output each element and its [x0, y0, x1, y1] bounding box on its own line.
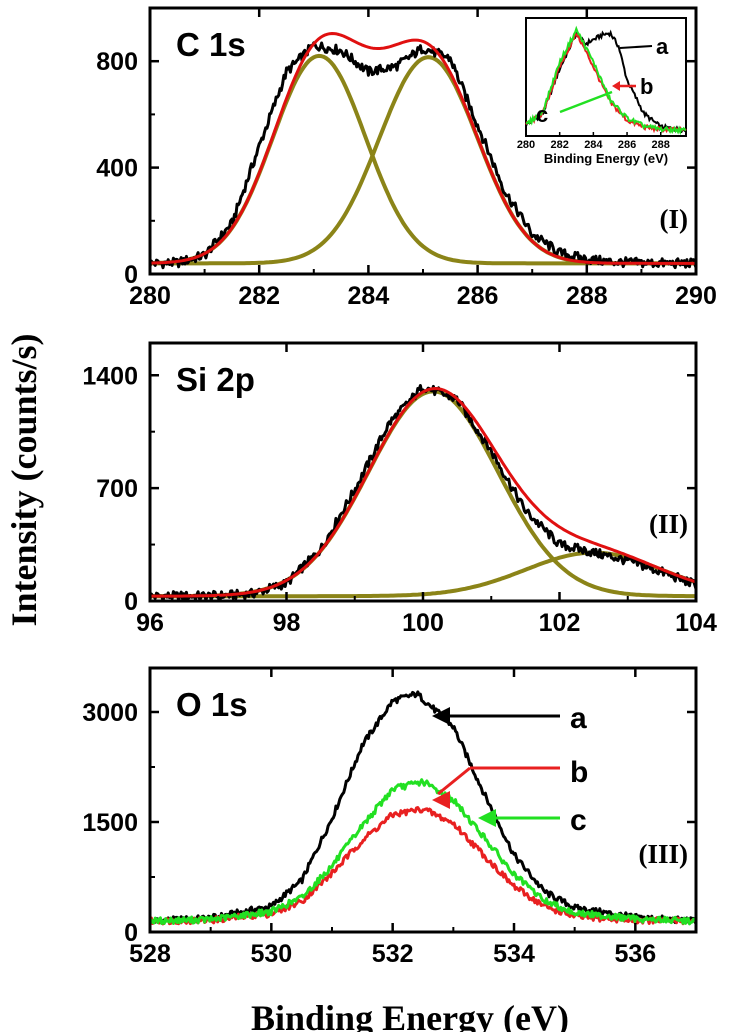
x-axis-title: Binding Energy (eV) [251, 998, 569, 1032]
x-tick-label: 104 [675, 609, 717, 637]
series-a [150, 690, 696, 925]
legend-arrowhead-a [432, 707, 450, 725]
x-tick-label: 530 [250, 940, 292, 968]
fit-component-1 [150, 389, 696, 599]
inset-x-tick-label: 280 [517, 139, 535, 151]
x-tick-label: 528 [129, 940, 171, 968]
plot-area [150, 32, 696, 270]
legend-label-c: c [570, 804, 587, 837]
x-tick-label: 280 [129, 282, 171, 310]
panel-tag: (I) [660, 204, 689, 234]
plot-area [150, 690, 696, 926]
x-tick-label: 96 [136, 609, 164, 637]
inset-arrowhead-b [612, 81, 620, 91]
y-tick-label: 0 [124, 919, 138, 947]
x-tick-label: 534 [493, 940, 535, 968]
y-axis-title: Intensity (counts/s) [4, 333, 44, 626]
legend-label-b: b [570, 756, 588, 789]
x-tick-label: 98 [273, 609, 301, 637]
x-tick-label: 290 [675, 282, 717, 310]
y-tick-label: 1400 [82, 362, 138, 390]
panel-title: C 1s [176, 26, 246, 63]
series-raw [150, 41, 696, 270]
legend-arrowhead-c [478, 809, 496, 827]
panel-tag: (II) [649, 509, 688, 539]
series-fit [150, 32, 696, 265]
series-b [150, 806, 696, 926]
y-tick-label: 1500 [82, 809, 138, 837]
x-tick-label: 102 [539, 609, 581, 637]
panel-title: Si 2p [176, 361, 255, 398]
legend-label-a: a [570, 702, 587, 735]
x-tick-label: 284 [348, 282, 390, 310]
legend-leader-b-diag [437, 766, 471, 796]
panel-si2p: 96 98 100 102 104 0 700 1400 Si 2p (II) [82, 341, 717, 637]
y-tick-label: 0 [124, 261, 138, 289]
series-raw [150, 384, 696, 601]
panel-tag: (III) [638, 839, 688, 869]
inset-x-tick-label: 288 [652, 139, 670, 151]
inset-legend-a: a [656, 34, 669, 59]
inset-series-c [526, 25, 687, 136]
inset-x-tick-label: 286 [618, 139, 636, 151]
series-fit [150, 387, 696, 598]
panel-title: O 1s [176, 686, 248, 723]
legend-arrowhead-b [432, 791, 450, 809]
inset-legend-b: b [640, 74, 653, 99]
inset-x-tick-label: 282 [551, 139, 569, 151]
plot-area [150, 384, 696, 601]
inset-leader-a [619, 45, 653, 49]
inset-legend-c: c [536, 102, 548, 127]
y-tick-label: 0 [124, 588, 138, 616]
inset-x-tick-label: 284 [584, 139, 603, 151]
x-tick-label: 286 [457, 282, 499, 310]
y-tick-label: 800 [96, 48, 138, 76]
series-c [150, 778, 696, 926]
y-tick-label: 3000 [82, 699, 138, 727]
plot-frame [148, 666, 698, 934]
inset-frame [525, 17, 687, 137]
x-tick-label: 532 [372, 940, 414, 968]
x-tick-label: 536 [614, 940, 656, 968]
y-tick-label: 400 [96, 155, 138, 183]
x-tick-label: 282 [238, 282, 280, 310]
inset-x-axis-title: Binding Energy (eV) [544, 151, 668, 166]
inset-leader-c [559, 90, 613, 114]
panel-o1s: 528 530 532 534 536 0 1500 3000 O 1s (III) abc [82, 666, 698, 968]
x-tick-label: 100 [402, 609, 444, 637]
y-tick-label: 700 [96, 475, 138, 503]
x-tick-label: 288 [566, 282, 608, 310]
